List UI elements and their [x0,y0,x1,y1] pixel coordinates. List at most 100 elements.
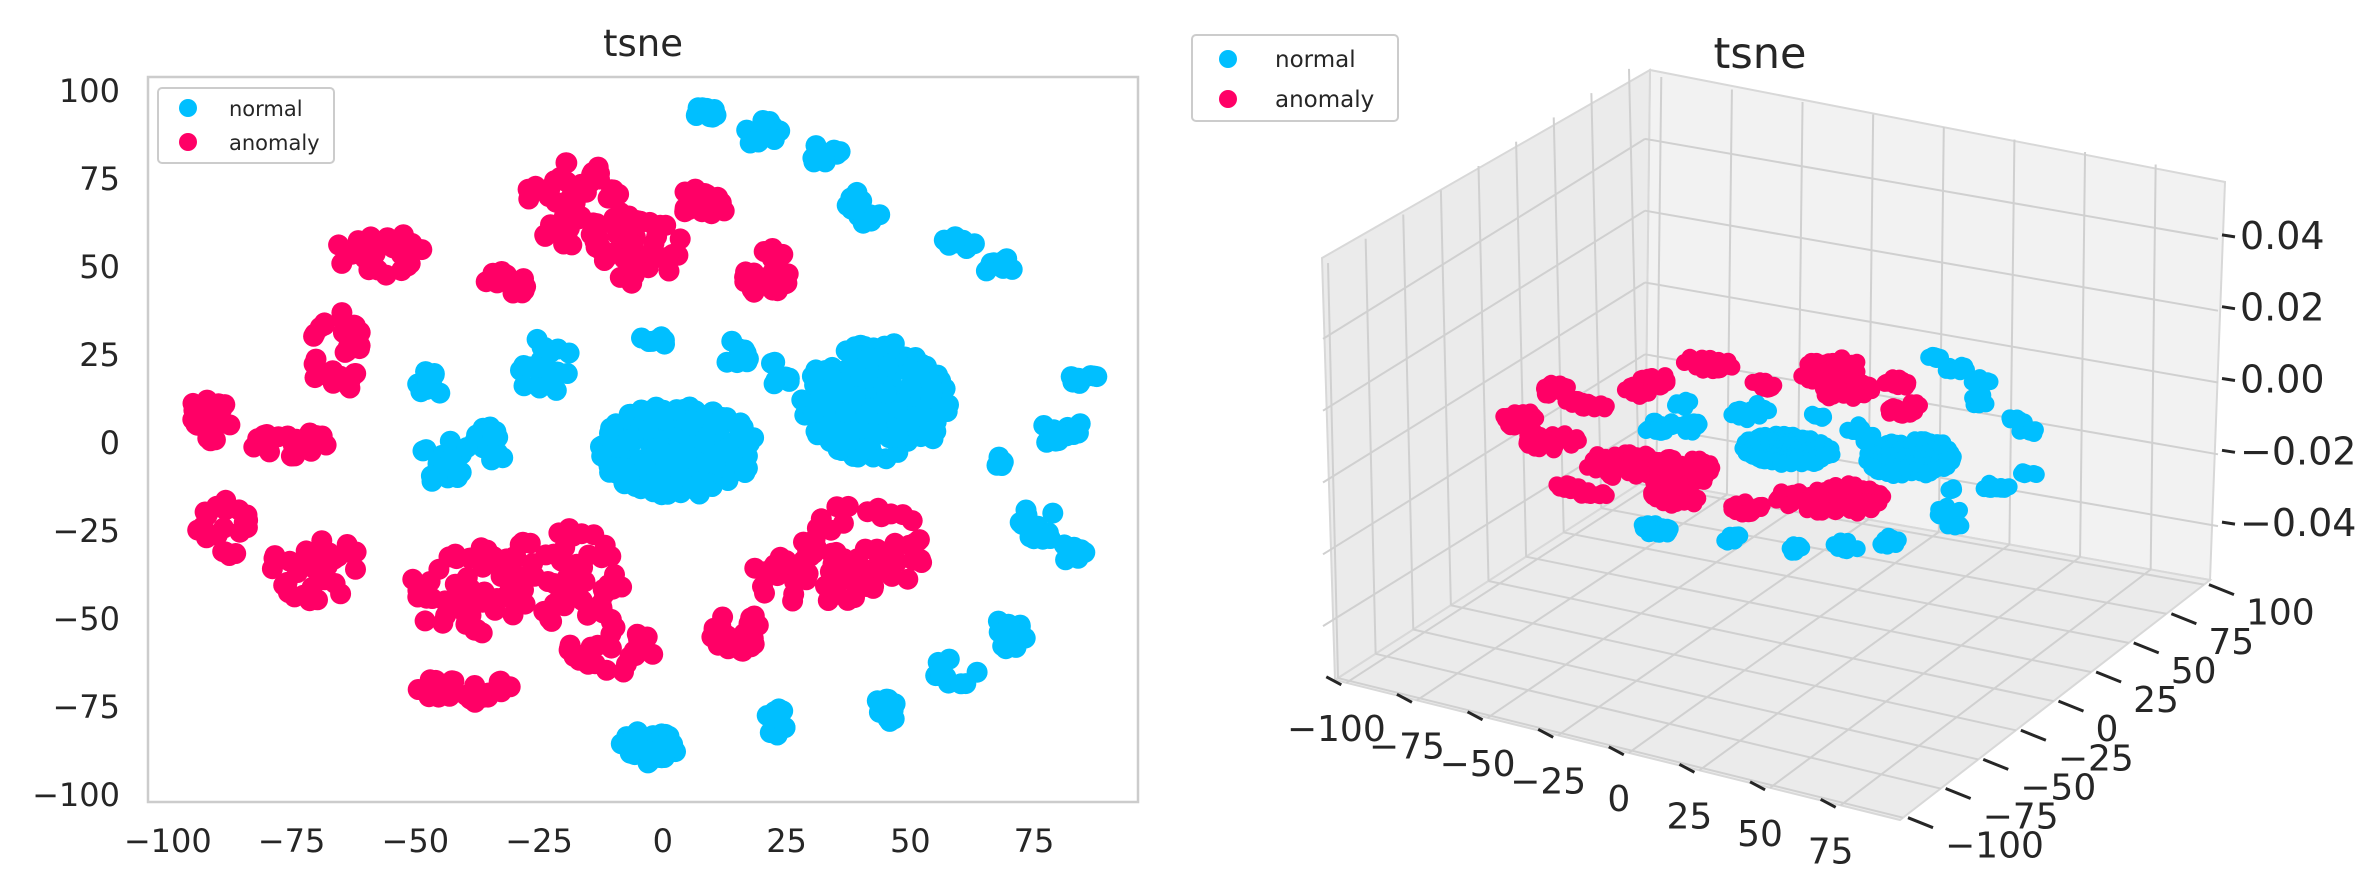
point-normal [1086,366,1108,388]
point-normal [704,453,726,475]
point-normal [1043,419,1065,441]
point-normal [482,426,504,447]
point3d-normal [1982,480,2000,498]
point-normal [634,453,656,475]
grid-line [1644,137,2219,240]
point-anomaly [560,193,581,215]
point-normal [992,635,1014,657]
tick-mark [2057,699,2085,713]
grid-line [1590,93,1603,509]
point-normal [805,359,827,381]
point3d-anomaly [1562,436,1580,454]
point-normal [818,414,840,436]
point-anomaly [328,234,350,256]
grid-line [1322,353,1646,556]
grid-line [1488,579,2054,703]
point-normal [836,194,858,216]
point3d-anomaly [1685,495,1703,513]
point-anomaly [857,501,878,523]
point-normal [642,481,664,503]
point-normal [934,230,956,251]
point-normal [737,348,759,370]
point-anomaly [696,184,718,206]
point-anomaly [516,565,538,587]
point-normal [421,470,443,492]
point-anomaly [707,634,729,656]
point-anomaly [518,188,540,210]
point3d-normal [1676,399,1694,417]
point-normal [456,437,478,458]
plot2d-x-ticks: −100 −75 −50 −25 0 25 50 75 [124,822,1055,860]
y-tick-label: 0 [100,424,120,462]
point-normal [696,101,718,123]
tick-mark [2221,305,2236,311]
z3d-tick-label: 0.04 [2240,214,2325,258]
point-anomaly [256,424,278,445]
x-tick-label: 50 [890,822,931,860]
point-anomaly [767,280,788,302]
point-anomaly [559,634,581,656]
point-anomaly [196,419,218,441]
point-anomaly [212,541,234,562]
point-anomaly [765,247,787,269]
point-normal [602,418,624,440]
point-anomaly [303,353,325,375]
point-normal [638,419,659,440]
point-normal [423,363,445,384]
x-tick-label: −100 [124,822,212,860]
point3d-anomaly [1897,378,1915,396]
point-anomaly [499,580,521,602]
point-normal [975,260,997,282]
grid-line [2149,164,2157,570]
point-anomaly [854,538,876,560]
point-normal [729,421,751,443]
point-normal [558,342,580,364]
point3d-anomaly [1704,362,1722,380]
x-tick-label: 75 [1014,822,1055,860]
point3d-normal [2016,466,2033,484]
y-tick-label: 50 [79,248,120,286]
grid-line [1450,604,2017,732]
point-normal [1053,534,1075,556]
tick-mark [1466,710,1484,722]
point-anomaly [740,607,762,629]
point-normal [802,147,824,169]
grid-line [1439,190,1452,606]
point3d-normal [1838,542,1856,560]
point-anomaly [886,551,908,573]
legend3d-marker-anomaly [1219,90,1237,108]
point-anomaly [182,392,204,414]
point-normal [617,429,639,451]
grid-line [1322,281,1646,484]
point-anomaly [901,510,923,532]
point-anomaly [583,524,605,546]
tick-mark [1325,675,1343,687]
point-normal [921,402,943,424]
grid-line [1557,518,1869,737]
point-anomaly [407,586,429,608]
plot2d-points [182,97,1108,774]
point-normal [412,440,434,462]
tick-mark [1608,745,1625,757]
point-normal [529,377,551,399]
y-tick-label: −25 [52,512,120,550]
point-anomaly [592,579,614,600]
point-normal [950,673,972,695]
point-normal [835,402,856,423]
tick-mark [1749,780,1766,792]
legend3d-label-normal: normal [1275,47,1356,73]
point-anomaly [596,659,618,681]
grid-line [1477,165,1490,581]
grid-line [2008,139,2016,545]
grid-line [1525,555,2092,674]
legend-marker-normal [179,99,197,117]
point-normal [487,442,509,464]
point-normal [865,421,887,443]
x3d-tick-label: −100 [1287,709,1386,750]
point-normal [852,212,874,234]
point-anomaly [621,272,643,294]
tick-mark [2221,448,2236,454]
point-anomaly [539,177,561,199]
point-anomaly [301,576,323,598]
grid-line [1515,141,1528,557]
